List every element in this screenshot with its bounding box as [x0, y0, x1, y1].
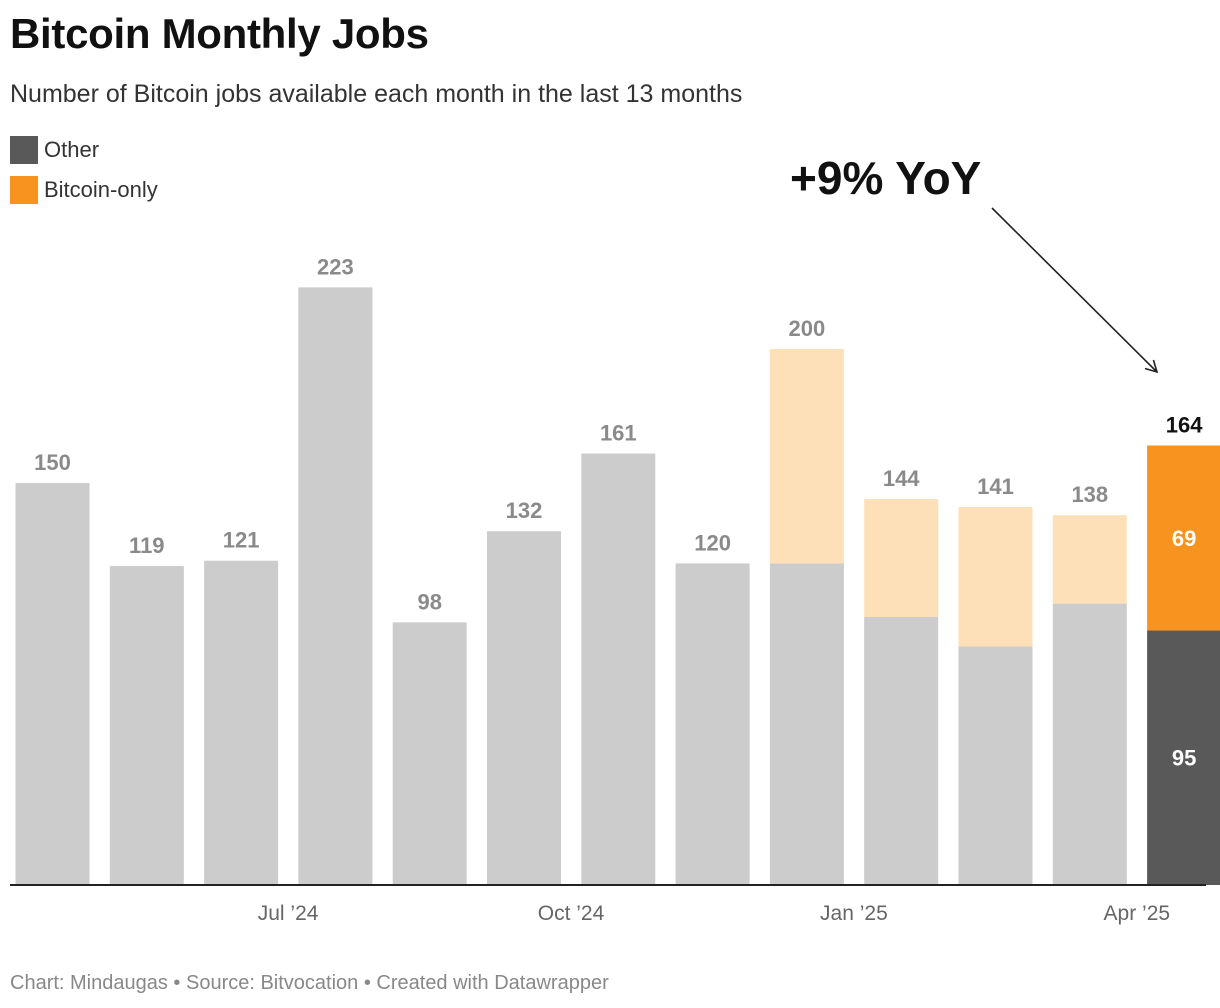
x-tick-label-11: Apr ’25: [1104, 902, 1171, 925]
bar-other-8: [769, 563, 844, 885]
legend-swatch-other: [10, 136, 38, 164]
legend-label-other: Other: [44, 137, 100, 162]
yoy-annotation: +9% YoY: [790, 152, 981, 204]
chart-footer: Chart: Mindaugas • Source: Bitvocation •…: [10, 972, 609, 994]
total-label-6: 161: [600, 421, 637, 446]
legend-label-bitcoin-only: Bitcoin-only: [44, 177, 158, 202]
segment-label-other-12: 95: [1172, 746, 1196, 771]
chart-subtitle: Number of Bitcoin jobs available each mo…: [10, 80, 743, 108]
value-labels-group: 150 119 121 223 98 132 161 120 200 144 141 138 164 69…: [34, 254, 1203, 770]
chart-title: Bitcoin Monthly Jobs: [10, 10, 429, 57]
x-tick-label-2: Jul ’24: [258, 902, 319, 925]
bar-other-5: [487, 531, 561, 885]
total-label-1: 119: [129, 533, 165, 558]
total-label-10: 141: [977, 474, 1014, 499]
x-tick-label-8: Jan ’25: [820, 902, 888, 925]
bar-other-4: [392, 622, 467, 885]
bar-other-10: [958, 646, 1033, 885]
bar-other-2: [204, 560, 279, 885]
total-label-12: 164: [1166, 412, 1203, 437]
bar-other-3: [298, 287, 373, 885]
bar-bitcoin-only-10: [958, 507, 1033, 647]
bar-other-6: [581, 453, 656, 885]
bars-group: [15, 287, 1220, 885]
bar-other-1: [109, 566, 184, 885]
bar-other-9: [864, 617, 939, 885]
x-tick-label-5: Oct ’24: [538, 902, 605, 925]
bar-bitcoin-only-12: [1147, 445, 1220, 631]
total-label-5: 132: [506, 498, 543, 523]
x-tick-labels-group: Jul ’24 Oct ’24 Jan ’25 Apr ’25: [258, 902, 1170, 925]
bar-bitcoin-only-11: [1052, 515, 1127, 604]
bar-bitcoin-only-9: [864, 499, 939, 617]
legend-item-bitcoin-only: Bitcoin-only: [10, 176, 158, 204]
annotation-arrow: [991, 207, 1159, 374]
legend: Other Bitcoin-only: [10, 136, 158, 216]
legend-swatch-bitcoin-only: [10, 176, 38, 204]
bar-other-12: [1147, 630, 1220, 885]
bar-other-7: [675, 563, 750, 885]
segment-label-bitcoin-only-12: 69: [1172, 526, 1196, 551]
total-label-4: 98: [417, 589, 441, 614]
bar-other-0: [15, 483, 90, 885]
total-label-2: 121: [223, 528, 260, 553]
total-label-11: 138: [1071, 482, 1108, 507]
total-label-9: 144: [883, 466, 920, 491]
bar-other-11: [1052, 603, 1127, 885]
total-label-0: 150: [34, 450, 71, 475]
legend-item-other: Other: [10, 136, 158, 164]
total-label-7: 120: [694, 530, 731, 555]
total-label-3: 223: [317, 254, 354, 279]
total-label-8: 200: [789, 316, 826, 341]
bar-bitcoin-only-8: [769, 349, 844, 564]
